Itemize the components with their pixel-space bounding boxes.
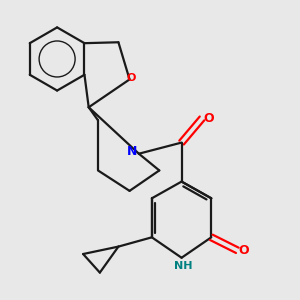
Text: NH: NH [174, 261, 193, 271]
Text: O: O [203, 112, 214, 125]
Text: O: O [239, 244, 249, 257]
Text: O: O [127, 73, 136, 82]
Text: N: N [127, 146, 137, 158]
